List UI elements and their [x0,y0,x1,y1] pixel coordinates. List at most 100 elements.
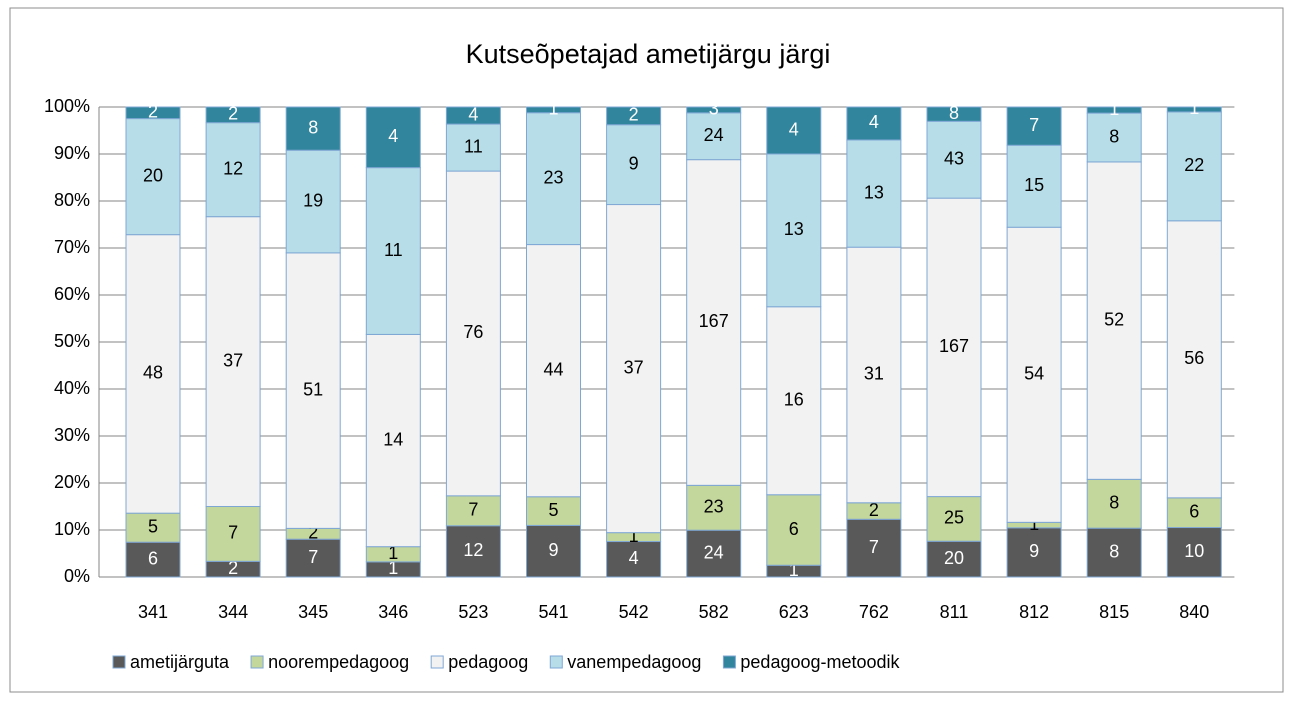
bar-segment [686,112,742,161]
y-tick-label: 40% [54,378,90,398]
data-label: 1 [388,558,398,578]
data-label: 12 [223,158,243,178]
bar-segment [926,197,982,498]
bar-segment [445,123,501,172]
data-label: 5 [148,516,158,536]
data-label: 44 [543,359,563,379]
bar-segment [926,496,982,542]
data-label: 8 [308,117,318,137]
data-label: 23 [543,167,563,187]
data-label: 7 [1029,115,1039,135]
data-label: 4 [468,104,478,124]
x-tick-label: 344 [218,602,248,622]
data-label: 43 [944,148,964,168]
bar-segment [526,244,581,498]
data-label: 9 [629,153,639,173]
data-label: 2 [629,105,639,125]
bar-segment [606,124,662,206]
y-tick-label: 90% [54,143,90,163]
data-label: 23 [704,497,724,517]
data-label: 2 [228,558,238,578]
bar-segment [686,159,742,486]
data-label: 15 [1024,175,1044,195]
x-tick-label: 582 [699,602,729,622]
x-tick-label: 345 [298,602,328,622]
bar-segment [1166,106,1222,113]
bar-segment [766,153,822,308]
data-label: 4 [869,112,879,132]
x-tick-label: 811 [940,602,969,622]
data-label: 6 [148,548,158,568]
legend-swatch [722,655,736,669]
bar-segment [125,106,181,120]
data-label: 31 [864,364,884,384]
bar-segment [1166,527,1222,578]
legend-swatch [112,655,126,669]
data-label: 19 [303,190,323,210]
y-tick-label: 60% [54,284,90,304]
data-label: 20 [143,165,163,185]
data-label: 8 [1109,493,1119,513]
data-label: 167 [939,336,969,356]
x-tick-label: 523 [458,602,488,622]
data-label: 2 [148,102,158,122]
data-label: 4 [789,119,799,139]
data-label: 11 [384,240,403,260]
data-label: 10 [1184,541,1204,561]
bar-segment [1086,112,1142,163]
data-label: 8 [1109,541,1119,561]
bar-segment [445,106,501,125]
data-label: 2 [228,104,238,124]
y-tick-label: 80% [54,190,90,210]
x-tick-label: 341 [138,602,168,622]
legend-swatch [430,655,444,669]
data-label: 3 [709,99,719,119]
y-tick-label: 0% [64,566,90,586]
bar-segment [766,494,822,566]
legend-swatch [549,655,563,669]
x-tick-label: 815 [1099,602,1129,622]
data-label: 2 [869,500,879,520]
bar-segment [526,106,581,114]
data-label: 1 [1109,99,1119,119]
data-label: 12 [463,540,483,560]
bar-segment [1086,106,1142,114]
x-tick-label: 840 [1179,602,1209,622]
bar-segment [285,106,341,151]
bar-segment [365,106,421,169]
data-label: 2 [308,523,318,543]
data-label: 24 [704,542,724,562]
legend-label: pedagoog [448,652,528,672]
bar-segment [686,106,742,114]
data-label: 6 [1189,501,1199,521]
data-label: 48 [143,363,163,383]
data-label: 9 [1029,541,1039,561]
y-tick-label: 30% [54,425,90,445]
data-label: 9 [548,540,558,560]
bar-segment [1006,106,1062,146]
bar-segment [606,204,662,534]
data-label: 51 [303,379,323,399]
bar-segment [205,106,261,124]
y-tick-label: 50% [54,331,90,351]
bar-segment [766,106,822,155]
bar-segment [285,252,341,529]
data-label: 4 [388,126,398,146]
x-tick-label: 762 [859,602,889,622]
y-tick-label: 70% [54,237,90,257]
y-tick-label: 100% [44,96,90,116]
data-label: 7 [228,523,238,543]
bar-segment [1006,144,1062,228]
data-label: 37 [223,350,243,370]
bar-segment [1086,527,1142,578]
bar-segment [526,496,581,526]
data-label: 16 [784,390,804,410]
data-label: 7 [308,547,318,567]
data-label: 22 [1184,155,1204,175]
y-tick-label: 10% [54,519,90,539]
bar-segment [926,106,982,122]
y-tick-label: 20% [54,472,90,492]
x-tick-label: 623 [779,602,809,622]
bar-segment [926,540,982,578]
legend-label: noorempedagoog [268,652,409,672]
